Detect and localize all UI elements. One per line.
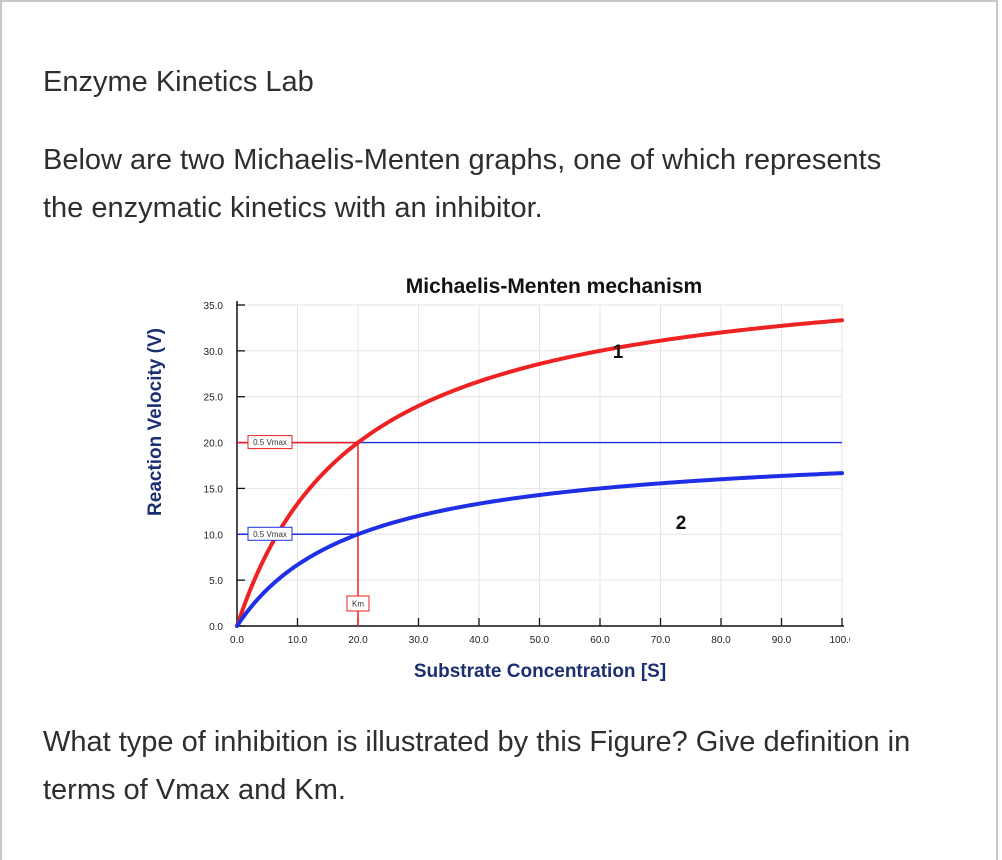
x-tick-label-2: 20.0 xyxy=(348,635,368,646)
annotation-box-label-1: 0.5 Vmax xyxy=(253,530,287,539)
series-curves xyxy=(235,318,844,628)
x-tick-label-6: 60.0 xyxy=(590,635,610,646)
y-tick-label-7: 35.0 xyxy=(204,301,224,312)
x-tick-label-7: 70.0 xyxy=(651,635,671,646)
annotation-box-2: Km xyxy=(346,595,370,612)
x-tick-label-3: 30.0 xyxy=(409,635,429,646)
series-curve-1 xyxy=(235,318,844,628)
y-tick-label-2: 10.0 xyxy=(204,530,224,541)
y-tick-label-4: 20.0 xyxy=(204,439,224,450)
annotation-box-1: 0.5 Vmax xyxy=(247,526,293,541)
x-tick-label-10: 100.0 xyxy=(829,635,850,646)
x-axis-title: Substrate Concentration [S] xyxy=(414,661,666,682)
annotation-boxes: 0.5 Vmax 0.5 Vmax Km xyxy=(247,435,370,612)
axes xyxy=(236,301,844,628)
y-tick-label-6: 30.0 xyxy=(204,347,224,358)
tick-labels: 0.0 10.0 20.0 30.0 40.0 50.0 60.0 70.0 80.0 90.0 1… xyxy=(204,301,850,646)
x-tick-label-5: 50.0 xyxy=(530,635,550,646)
y-axis-title: Reaction Velocity (V) xyxy=(145,328,166,516)
x-tick-label-8: 80.0 xyxy=(711,635,731,646)
series-label-1: 1 xyxy=(613,342,624,363)
annotation-box-frame-1 xyxy=(247,526,293,541)
y-tick-label-5: 25.0 xyxy=(204,393,224,404)
y-tick-label-0: 0.0 xyxy=(209,622,223,633)
annotation-box-label-0: 0.5 Vmax xyxy=(253,438,287,447)
series-curve-2 xyxy=(235,471,844,628)
x-tick-label-0: 0.0 xyxy=(230,635,244,646)
x-tick-label-1: 10.0 xyxy=(288,635,308,646)
page-title: Enzyme Kinetics Lab xyxy=(43,66,314,98)
annotation-box-frame-0 xyxy=(247,435,293,450)
y-tick-label-1: 5.0 xyxy=(209,576,223,587)
x-tick-label-9: 90.0 xyxy=(772,635,792,646)
chart-title: Michaelis-Menten mechanism xyxy=(406,275,702,298)
michaelis-menten-chart: 0.0 10.0 20.0 30.0 40.0 50.0 60.0 70.0 80.0 90.0 1… xyxy=(145,275,850,682)
annotation-box-frame-2 xyxy=(346,595,370,612)
annotation-box-0: 0.5 Vmax xyxy=(247,435,293,450)
intro-text: Below are two Michaelis-Menten graphs, o… xyxy=(43,144,882,224)
y-tick-label-3: 15.0 xyxy=(204,484,224,495)
x-tick-label-4: 40.0 xyxy=(469,635,489,646)
series-label-2: 2 xyxy=(676,513,687,534)
annotation-box-label-2: Km xyxy=(352,600,364,609)
question-text: What type of inhibition is illustrated b… xyxy=(43,726,911,806)
